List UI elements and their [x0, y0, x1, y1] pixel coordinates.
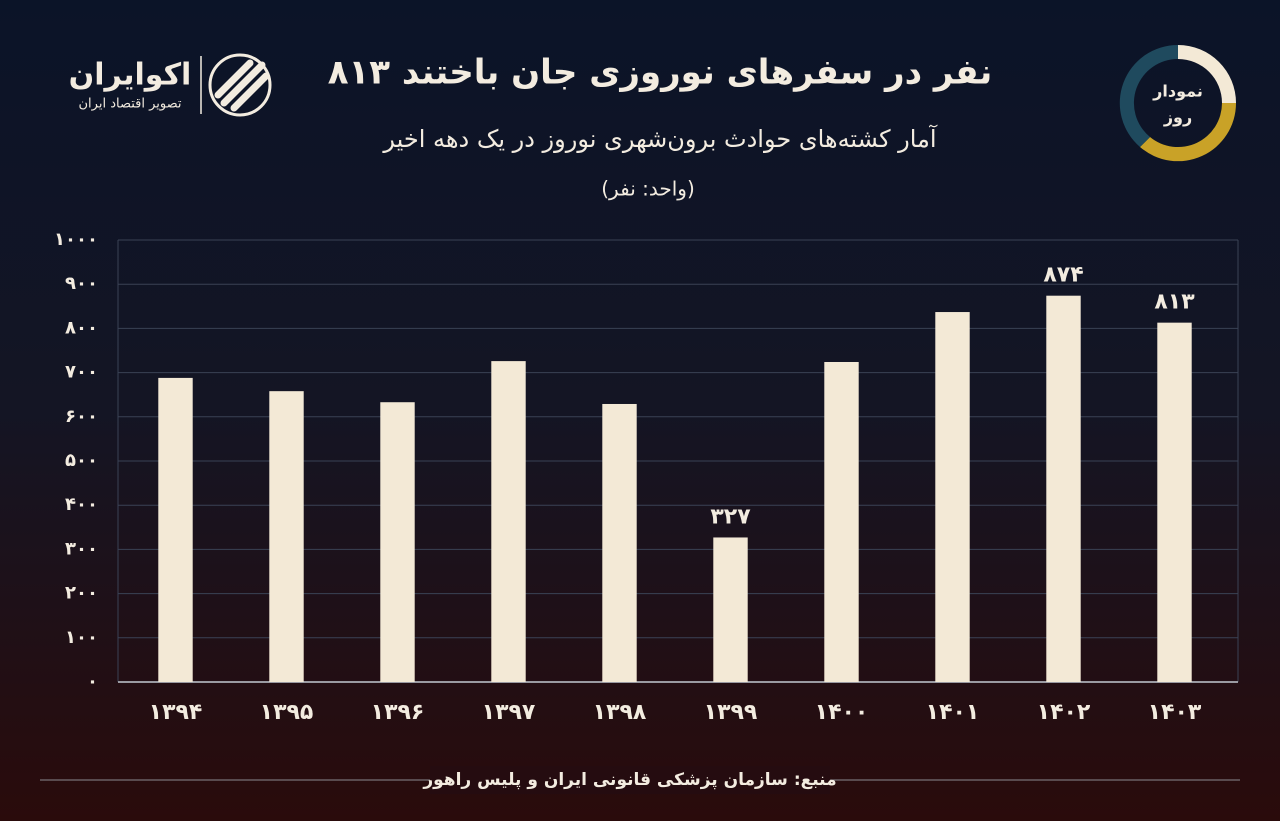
x-tick-label: ۱۳۹۷: [482, 700, 536, 725]
x-tick-label: ۱۳۹۹: [704, 700, 758, 725]
y-tick-label: ۷۰۰: [65, 362, 98, 383]
bar: [491, 361, 526, 682]
badge-text: روز: [1163, 108, 1192, 127]
bar: [380, 402, 415, 682]
x-tick-label: ۱۳۹۶: [371, 700, 425, 725]
y-tick-label: ۱۰۰۰: [54, 229, 98, 250]
logo-tagline: تصویر اقتصاد ایران: [79, 97, 182, 112]
y-tick-label: ۰: [87, 671, 98, 692]
badge: نمودار روز: [1119, 44, 1237, 162]
bar: [602, 403, 637, 682]
y-tick-label: ۴۰۰: [65, 494, 98, 515]
value-label: ۸۱۳: [1154, 290, 1195, 315]
badge-text: نمودار: [1152, 82, 1203, 101]
bar: [158, 377, 193, 682]
y-tick-label: ۳۰۰: [65, 538, 98, 559]
logo-name: اکوایران: [69, 58, 192, 93]
value-label: ۸۷۴: [1043, 263, 1083, 288]
bar: [1046, 295, 1081, 682]
x-tick-label: ۱۳۹۴: [149, 700, 203, 725]
source-bg: [430, 766, 830, 794]
chart-title: ۸۱۳ نفر در سفرهای نوروزی جان باختند: [328, 53, 993, 93]
bar: [269, 391, 304, 682]
y-tick-label: ۵۰۰: [65, 450, 98, 471]
bar: [824, 361, 859, 682]
bar: [935, 312, 970, 682]
bar: [1157, 322, 1192, 682]
x-tick-label: ۱۴۰۲: [1037, 700, 1091, 725]
y-tick-label: ۲۰۰: [65, 583, 98, 604]
logo: اکوایران تصویر اقتصاد ایران: [69, 53, 272, 117]
source: منبع: سازمان پزشکی قانونی ایران و پلیس ر…: [422, 770, 836, 790]
unit-label: (واحد: نفر): [601, 177, 695, 201]
x-tick-label: ۱۴۰۳: [1148, 700, 1202, 725]
value-label: ۳۲۷: [710, 504, 751, 529]
y-tick-label: ۹۰۰: [65, 273, 98, 294]
chart-subtitle: آمار کشته‌های حوادث برون‌شهری نوروز در ی…: [382, 124, 937, 153]
x-tick-label: ۱۳۹۸: [593, 700, 647, 725]
y-tick-label: ۸۰۰: [65, 317, 98, 338]
x-tick-label: ۱۴۰۱: [926, 700, 980, 725]
x-tick-label: ۱۳۹۵: [260, 700, 314, 725]
x-tick-label: ۱۴۰۰: [815, 700, 869, 725]
y-tick-label: ۶۰۰: [65, 406, 98, 427]
bar: [713, 537, 748, 682]
y-tick-label: ۱۰۰: [65, 627, 98, 648]
